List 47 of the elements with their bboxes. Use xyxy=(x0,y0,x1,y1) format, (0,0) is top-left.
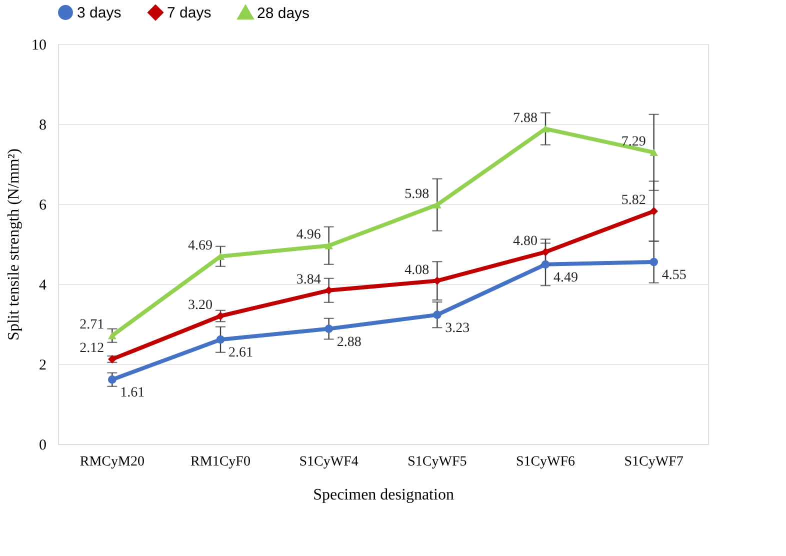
point xyxy=(324,324,334,333)
data-label: 5.82 xyxy=(621,193,646,208)
data-label: 2.88 xyxy=(336,334,362,350)
x-tick-label: S1CyWF4 xyxy=(299,454,358,470)
data-label: 4.49 xyxy=(554,270,578,286)
data-label: 1.61 xyxy=(120,386,145,401)
data-label: 3.20 xyxy=(188,298,212,313)
point xyxy=(432,310,442,319)
data-label: 4.55 xyxy=(662,268,686,283)
x-tick-label: S1CyWF7 xyxy=(624,454,684,470)
data-label: 2.71 xyxy=(80,318,104,333)
y-tick-label: 2 xyxy=(39,358,46,374)
legend-label: 3 days xyxy=(77,4,122,22)
x-tick-label: S1CyWF6 xyxy=(516,454,576,470)
data-label: 7.29 xyxy=(621,134,646,150)
legend-label: 28 days xyxy=(257,4,310,22)
y-tick-label: 8 xyxy=(39,118,46,134)
y-tick-label: 0 xyxy=(39,438,46,454)
point xyxy=(108,332,116,340)
y-axis-title: Split tensile strength (N/mm²) xyxy=(6,148,22,340)
y-tick-label: 4 xyxy=(39,278,47,294)
data-label: 5.98 xyxy=(404,186,430,202)
legend-label: 7 days xyxy=(167,4,212,22)
point xyxy=(650,148,658,156)
data-label: 2.12 xyxy=(80,341,104,356)
point xyxy=(216,335,225,344)
data-label: 2.61 xyxy=(228,346,253,361)
point xyxy=(541,260,550,269)
point xyxy=(541,248,550,256)
point xyxy=(324,242,334,250)
x-tick-label: RMCyM20 xyxy=(80,454,144,470)
point xyxy=(650,258,658,266)
data-label: 3.84 xyxy=(296,272,321,288)
data-label: 4.69 xyxy=(188,238,212,254)
data-label: 7.88 xyxy=(513,110,538,126)
x-tick-label: S1CyWF5 xyxy=(408,454,467,470)
data-label: 4.08 xyxy=(404,262,430,278)
data-label: 3.23 xyxy=(445,320,470,336)
point xyxy=(108,375,116,384)
y-tick-label: 6 xyxy=(39,198,47,214)
x-tick-label: RM1CyF0 xyxy=(190,454,250,470)
point xyxy=(432,201,442,208)
y-tick-label: 10 xyxy=(32,38,46,54)
data-label: 4.80 xyxy=(513,234,538,249)
data-label: 4.96 xyxy=(296,228,321,243)
point xyxy=(650,207,658,216)
x-axis-title: Specimen designation xyxy=(313,486,454,504)
